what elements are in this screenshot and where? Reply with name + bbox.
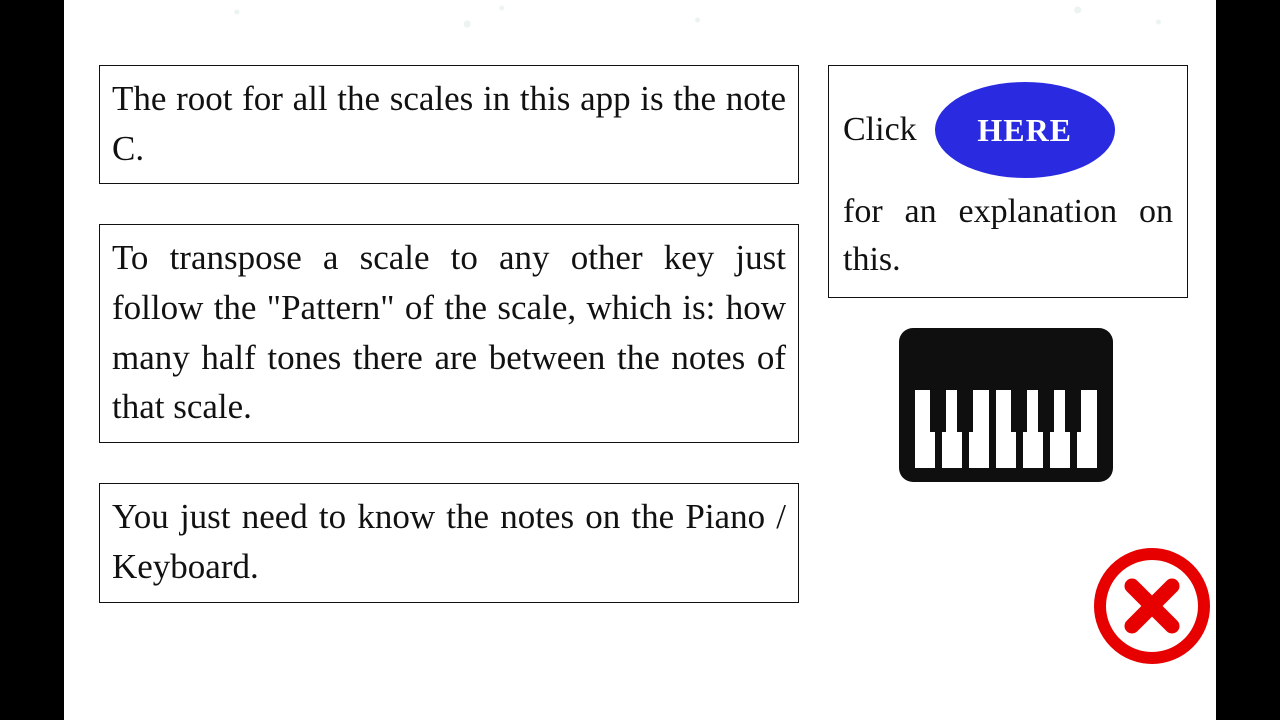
close-icon[interactable] bbox=[1094, 548, 1210, 664]
cta-suffix: for an explanation on this. bbox=[843, 188, 1173, 283]
cta-prefix: Click bbox=[843, 106, 917, 154]
piano-keyboard-icon[interactable] bbox=[899, 328, 1113, 482]
here-button[interactable]: HERE bbox=[935, 82, 1115, 178]
cta-box: Click HERE for an explanation on this. bbox=[828, 65, 1188, 298]
background-texture bbox=[64, 0, 1216, 40]
info-box-2: To transpose a scale to any other key ju… bbox=[99, 224, 799, 443]
info-text-3: You just need to know the notes on the P… bbox=[112, 497, 786, 586]
info-text-2: To transpose a scale to any other key ju… bbox=[112, 238, 786, 426]
app-frame: The root for all the scales in this app … bbox=[64, 0, 1216, 720]
right-column: Click HERE for an explanation on this. bbox=[828, 65, 1188, 298]
info-text-1: The root for all the scales in this app … bbox=[112, 79, 786, 168]
info-box-1: The root for all the scales in this app … bbox=[99, 65, 799, 184]
info-box-3: You just need to know the notes on the P… bbox=[99, 483, 799, 602]
left-column: The root for all the scales in this app … bbox=[99, 65, 799, 643]
